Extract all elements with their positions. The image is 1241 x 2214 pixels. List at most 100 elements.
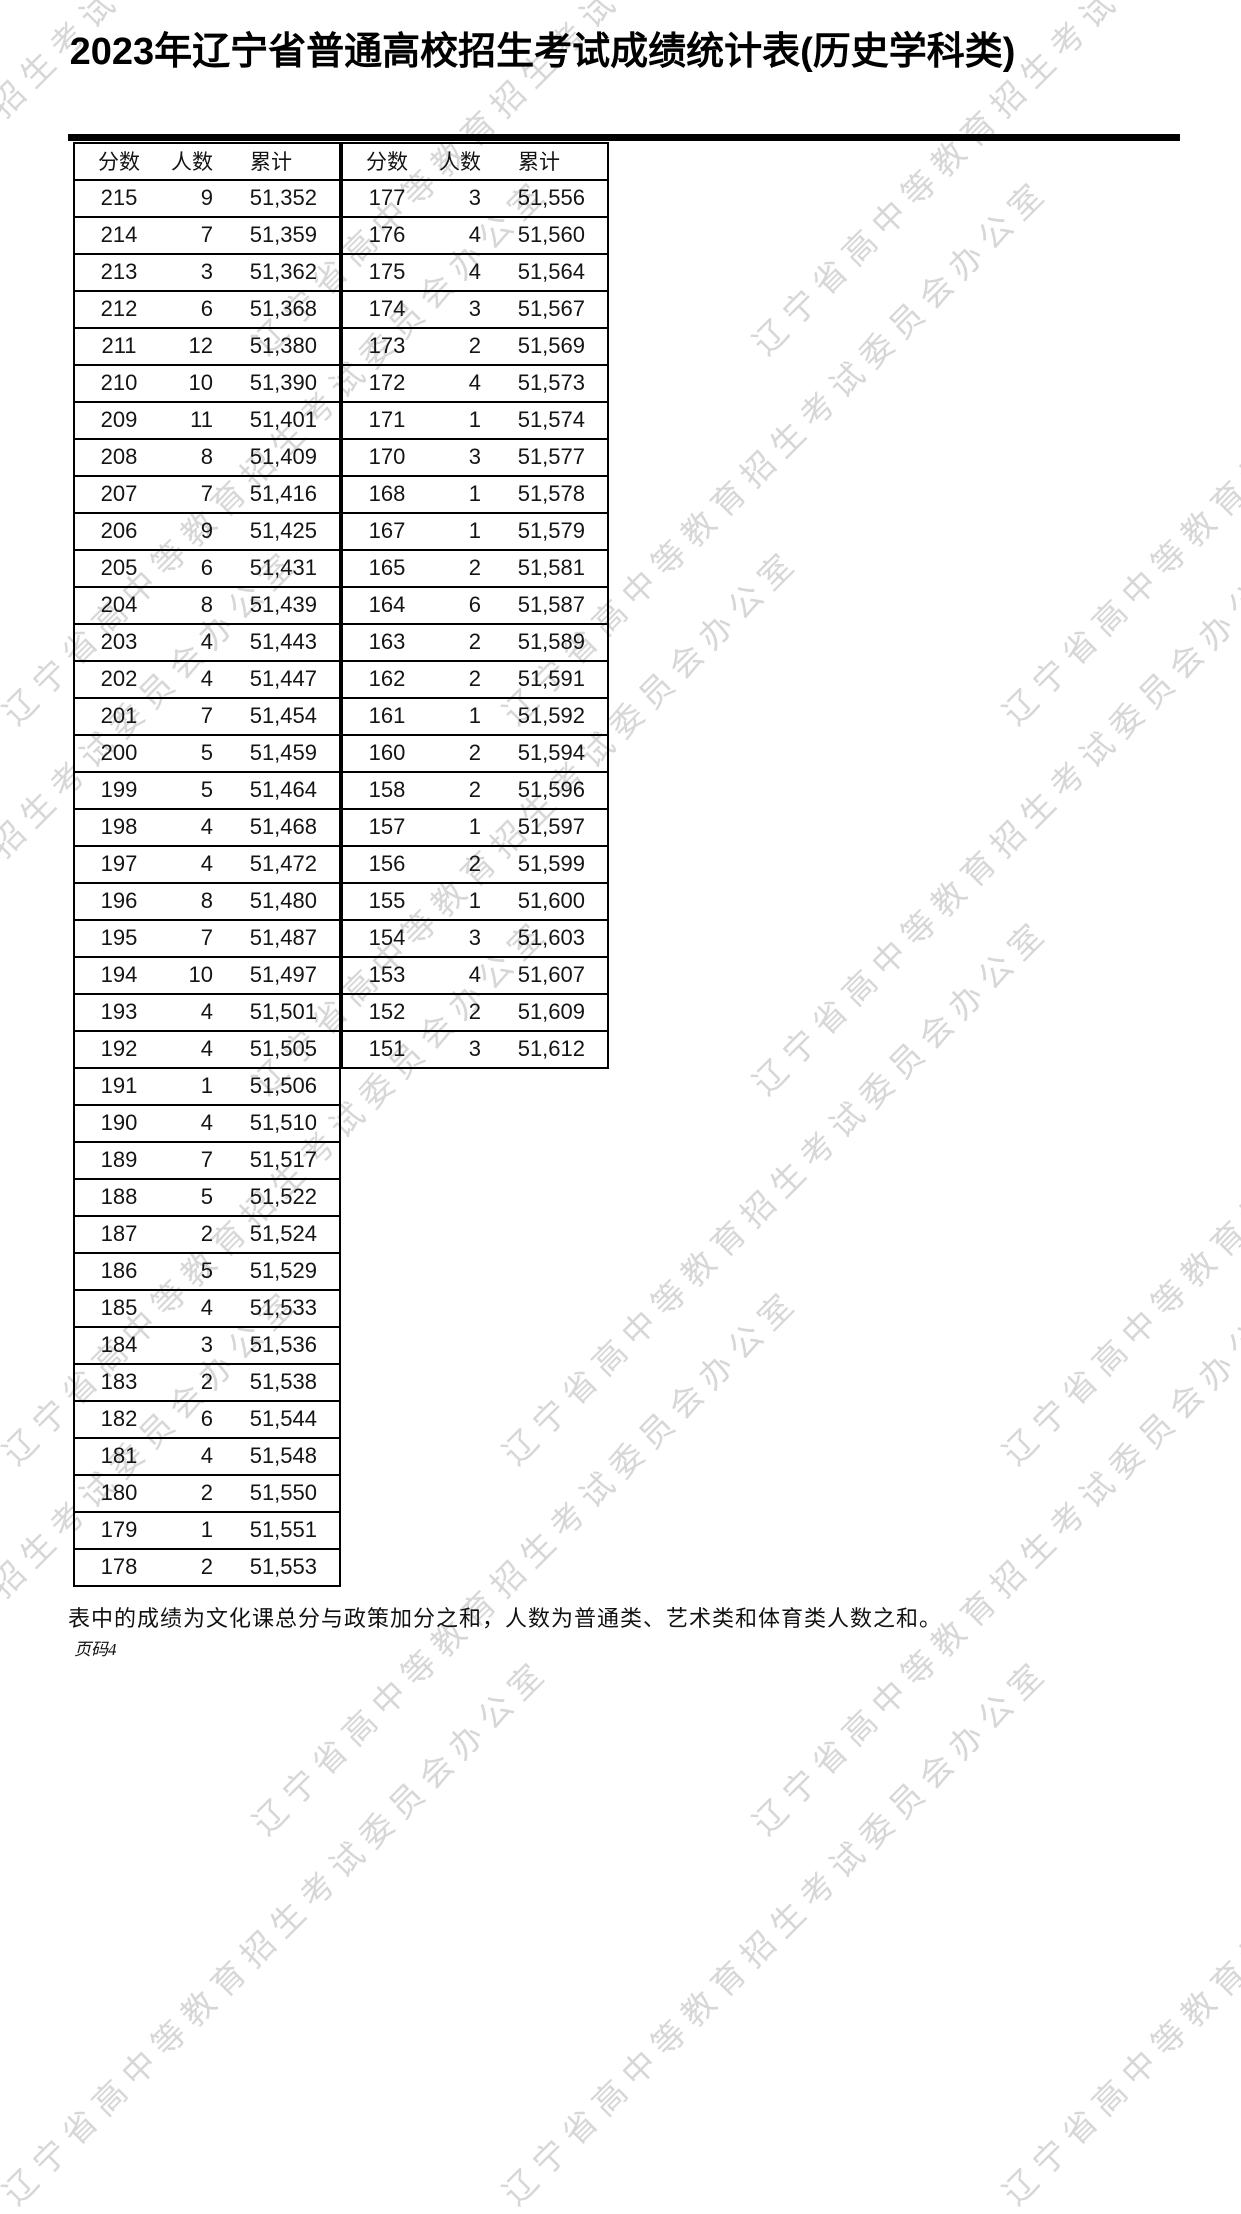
- cumulative-cell: 51,589: [487, 622, 608, 662]
- count-cell: 4: [431, 363, 487, 403]
- count-cell: 1: [163, 1066, 219, 1106]
- score-cell: 160: [342, 733, 431, 773]
- cumulative-cell: 51,567: [487, 289, 608, 329]
- score-cell: 201: [74, 696, 163, 736]
- table-row: 185 4 51,533: [74, 1288, 340, 1328]
- table-row: 179 1 51,551: [74, 1510, 340, 1550]
- count-cell: 7: [163, 215, 219, 255]
- cumulative-cell: 51,574: [487, 400, 608, 440]
- score-cell: 185: [74, 1288, 163, 1328]
- cumulative-cell: 51,529: [219, 1251, 340, 1291]
- table-row: 170 3 51,577: [342, 437, 608, 477]
- table-row: 202 4 51,447: [74, 659, 340, 699]
- score-cell: 209: [74, 400, 163, 440]
- table-row: 152 2 51,609: [342, 992, 608, 1032]
- score-table-right: 分数 人数 累计 177 3 51,556 176 4 51,560 175 4 51,564 1…: [341, 141, 609, 1069]
- count-cell: 2: [431, 548, 487, 588]
- cumulative-cell: 51,556: [487, 178, 608, 218]
- score-cell: 155: [342, 881, 431, 921]
- count-cell: 6: [163, 548, 219, 588]
- count-cell: 4: [431, 252, 487, 292]
- score-cell: 194: [74, 955, 163, 995]
- count-cell: 6: [431, 585, 487, 625]
- score-cell: 203: [74, 622, 163, 662]
- cumulative-cell: 51,497: [219, 955, 340, 995]
- cumulative-cell: 51,551: [219, 1510, 340, 1550]
- cumulative-cell: 51,409: [219, 437, 340, 477]
- cumulative-cell: 51,581: [487, 548, 608, 588]
- table-row: 206 9 51,425: [74, 511, 340, 551]
- score-cell: 211: [74, 326, 163, 366]
- count-cell: 7: [163, 1140, 219, 1180]
- score-cell: 178: [74, 1547, 163, 1587]
- page-number: 页码4: [74, 1639, 117, 1659]
- count-cell: 4: [431, 215, 487, 255]
- cumulative-cell: 51,510: [219, 1103, 340, 1143]
- count-cell: 4: [163, 992, 219, 1032]
- count-cell: 3: [431, 437, 487, 477]
- cumulative-cell: 51,597: [487, 807, 608, 847]
- table-row: 195 7 51,487: [74, 918, 340, 958]
- table-row: 191 1 51,506: [74, 1066, 340, 1106]
- score-cell: 164: [342, 585, 431, 625]
- score-cell: 181: [74, 1436, 163, 1476]
- score-cell: 197: [74, 844, 163, 884]
- score-cell: 196: [74, 881, 163, 921]
- cumulative-cell: 51,459: [219, 733, 340, 773]
- count-cell: 3: [163, 1325, 219, 1365]
- count-cell: 1: [431, 474, 487, 514]
- score-cell: 212: [74, 289, 163, 329]
- table-row: 182 6 51,544: [74, 1399, 340, 1439]
- score-cell: 183: [74, 1362, 163, 1402]
- cumulative-cell: 51,599: [487, 844, 608, 884]
- count-cell: 3: [431, 289, 487, 329]
- cumulative-cell: 51,362: [219, 252, 340, 292]
- count-cell: 2: [431, 326, 487, 366]
- table-row: 161 1 51,592: [342, 696, 608, 736]
- score-cell: 163: [342, 622, 431, 662]
- score-cell: 189: [74, 1140, 163, 1180]
- score-cell: 174: [342, 289, 431, 329]
- score-cell: 180: [74, 1473, 163, 1513]
- count-cell: 3: [431, 918, 487, 958]
- table-row: 160 2 51,594: [342, 733, 608, 773]
- score-cell: 192: [74, 1029, 163, 1069]
- cumulative-cell: 51,553: [219, 1547, 340, 1587]
- cumulative-cell: 51,578: [487, 474, 608, 514]
- cumulative-cell: 51,380: [219, 326, 340, 366]
- table-row: 174 3 51,567: [342, 289, 608, 329]
- count-cell: 4: [163, 1029, 219, 1069]
- cumulative-cell: 51,425: [219, 511, 340, 551]
- count-cell: 9: [163, 178, 219, 218]
- count-cell: 8: [163, 881, 219, 921]
- cumulative-cell: 51,524: [219, 1214, 340, 1254]
- count-cell: 1: [431, 881, 487, 921]
- table-row: 210 10 51,390: [74, 363, 340, 403]
- cumulative-cell: 51,416: [219, 474, 340, 514]
- score-cell: 168: [342, 474, 431, 514]
- score-cell: 171: [342, 400, 431, 440]
- table-row: 177 3 51,556: [342, 178, 608, 218]
- table-row: 151 3 51,612: [342, 1029, 608, 1069]
- watermark-text: 辽宁省高中等教育招生考试委员会办公室: [495, 1651, 1057, 2212]
- score-cell: 204: [74, 585, 163, 625]
- cumulative-cell: 51,431: [219, 548, 340, 588]
- count-cell: 1: [431, 696, 487, 736]
- score-cell: 162: [342, 659, 431, 699]
- score-cell: 206: [74, 511, 163, 551]
- table-row: 167 1 51,579: [342, 511, 608, 551]
- count-cell: 3: [431, 1029, 487, 1069]
- count-cell: 3: [163, 252, 219, 292]
- count-cell: 5: [163, 733, 219, 773]
- cumulative-cell: 51,447: [219, 659, 340, 699]
- count-cell: 2: [163, 1473, 219, 1513]
- score-cell: 156: [342, 844, 431, 884]
- cumulative-cell: 51,550: [219, 1473, 340, 1513]
- table-row: 194 10 51,497: [74, 955, 340, 995]
- count-cell: 2: [431, 622, 487, 662]
- count-cell: 5: [163, 770, 219, 810]
- count-cell: 7: [163, 696, 219, 736]
- table-row: 204 8 51,439: [74, 585, 340, 625]
- score-cell: 193: [74, 992, 163, 1032]
- table-row: 209 11 51,401: [74, 400, 340, 440]
